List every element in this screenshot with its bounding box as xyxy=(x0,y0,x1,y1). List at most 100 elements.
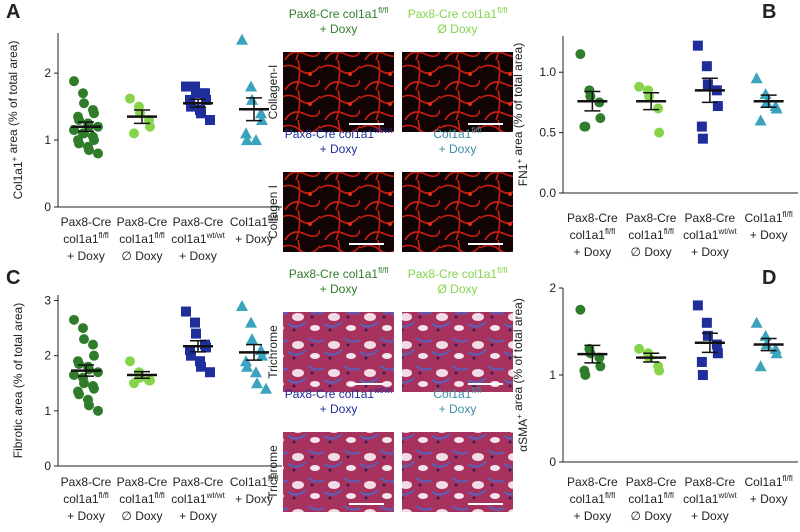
data-point xyxy=(750,316,763,328)
y-axis-label-text: Col1a1 xyxy=(11,161,25,199)
data-point xyxy=(181,306,191,317)
micrograph-label: + Doxy xyxy=(320,402,358,416)
x-tick-label: col1a1fl/fl xyxy=(119,491,165,506)
x-tick-label-sup: fl/fl xyxy=(664,491,674,500)
y-tick-label: 2 xyxy=(44,66,51,80)
data-point xyxy=(69,76,79,87)
x-tick-label: col1a1fl/fl xyxy=(63,491,109,506)
y-tick-label: 1 xyxy=(44,133,51,147)
x-tick-label: Pax8-Cre xyxy=(626,475,677,489)
micrograph-label-sup: fl/fl xyxy=(378,266,388,275)
x-tick-label: Col1a1fl/fl xyxy=(744,210,792,225)
x-tick-label-sup: fl/fl xyxy=(268,474,278,483)
data-point xyxy=(196,108,206,119)
x-tick-label-text: col1a1 xyxy=(683,228,719,242)
data-point xyxy=(692,40,703,51)
data-point xyxy=(696,121,707,132)
data-point xyxy=(692,300,703,311)
micrograph-label-text: Col1a1 xyxy=(433,127,471,141)
x-tick-label-text: Pax8-Cre xyxy=(567,475,618,489)
data-point xyxy=(701,61,712,72)
y-tick-label: 1 xyxy=(44,404,51,418)
data-point xyxy=(89,108,99,119)
x-tick-label-text: Pax8-Cre xyxy=(567,211,618,225)
x-tick-label-text: ∅ Doxy xyxy=(631,245,672,259)
y-tick-label: 0.0 xyxy=(539,186,556,200)
y-tick-label: 0 xyxy=(44,459,51,473)
x-tick-label-text: Pax8-Cre xyxy=(173,215,224,229)
x-tick-label-text: Pax8-Cre xyxy=(117,475,168,489)
data-point xyxy=(750,72,763,84)
x-tick-label-text: Pax8-Cre xyxy=(61,475,112,489)
data-point xyxy=(580,121,591,132)
data-point xyxy=(125,93,135,104)
micrograph xyxy=(283,312,394,392)
data-point xyxy=(770,347,783,359)
data-point xyxy=(580,370,591,380)
data-point xyxy=(251,377,263,389)
data-point xyxy=(74,115,84,125)
data-point xyxy=(191,328,201,339)
x-tick-label: Pax8-Cre xyxy=(117,475,168,489)
data-point xyxy=(196,361,206,372)
data-point xyxy=(245,316,257,328)
data-point xyxy=(191,88,201,99)
micrograph-label: Pax8-Cre col1a1wt/wt xyxy=(285,126,393,141)
x-tick-label-text: Pax8-Cre xyxy=(117,215,168,229)
data-point xyxy=(79,378,89,389)
x-tick-label-text: Pax8-Cre xyxy=(685,475,736,489)
x-tick-label: Col1a1fl/fl xyxy=(230,214,278,229)
micrograph-label: + Doxy xyxy=(320,142,358,156)
data-point xyxy=(241,360,253,372)
data-point xyxy=(89,350,99,361)
data-point xyxy=(712,101,723,112)
micrograph-label: Col1a1fl/fl xyxy=(433,126,481,141)
micrograph-label: Pax8-Cre col1a1fl/fl xyxy=(408,266,508,281)
x-tick-label-sup: wt/wt xyxy=(717,227,737,236)
y-axis-label-text: Fibrotic area (% of total area) xyxy=(11,303,25,458)
x-tick-label: Pax8-Cre xyxy=(685,475,736,489)
x-tick-label: + Doxy xyxy=(574,509,612,523)
data-point xyxy=(754,114,767,126)
data-point xyxy=(575,49,586,60)
data-point xyxy=(241,134,253,146)
y-tick-label: 0.5 xyxy=(539,126,556,140)
x-tick-label: Pax8-Cre xyxy=(61,215,112,229)
y-tick-label: 1.0 xyxy=(539,65,556,79)
data-point xyxy=(654,365,665,376)
data-point xyxy=(200,88,210,99)
data-point xyxy=(246,333,258,345)
x-tick-label: + Doxy xyxy=(750,228,788,242)
x-tick-label-text: Col1a1 xyxy=(744,475,782,489)
y-axis-label-text: area (% of total area) xyxy=(511,43,525,159)
y-tick-label: 0 xyxy=(549,455,556,469)
x-tick-label-text: col1a1 xyxy=(63,492,99,506)
y-axis-label: FN1+ area (% of total area) xyxy=(511,43,530,186)
y-axis-label-sup: + xyxy=(10,156,19,161)
data-point xyxy=(595,361,606,372)
y-axis-label: Fibrotic area (% of total area) xyxy=(11,303,25,458)
x-tick-label: Col1a1fl/fl xyxy=(744,474,792,489)
x-tick-label-text: col1a1 xyxy=(683,492,719,506)
y-axis-label-text: area (% of total area) xyxy=(6,41,20,157)
x-tick-label-text: ∅ Doxy xyxy=(631,509,672,523)
micrograph-label-sup: fl/fl xyxy=(471,386,481,395)
y-tick-label: 3 xyxy=(44,294,51,308)
x-tick-label-sup: wt/wt xyxy=(206,231,226,240)
data-point xyxy=(702,79,713,90)
micrograph xyxy=(283,432,394,512)
data-point xyxy=(702,330,713,341)
data-point xyxy=(190,317,200,328)
data-point xyxy=(195,356,205,367)
x-tick-label: col1a1wt/wt xyxy=(171,491,225,506)
stain-label: Trichrome xyxy=(266,445,280,499)
micrograph-label: + Doxy xyxy=(439,142,477,156)
micrograph xyxy=(283,52,394,132)
micrograph-label-text: + Doxy xyxy=(320,402,358,416)
x-tick-label-text: Pax8-Cre xyxy=(626,211,677,225)
data-point xyxy=(575,304,586,315)
data-point xyxy=(696,356,707,367)
x-tick-label-text: col1a1 xyxy=(570,492,606,506)
y-axis-label-sup: + xyxy=(515,414,524,419)
data-point xyxy=(185,345,195,356)
